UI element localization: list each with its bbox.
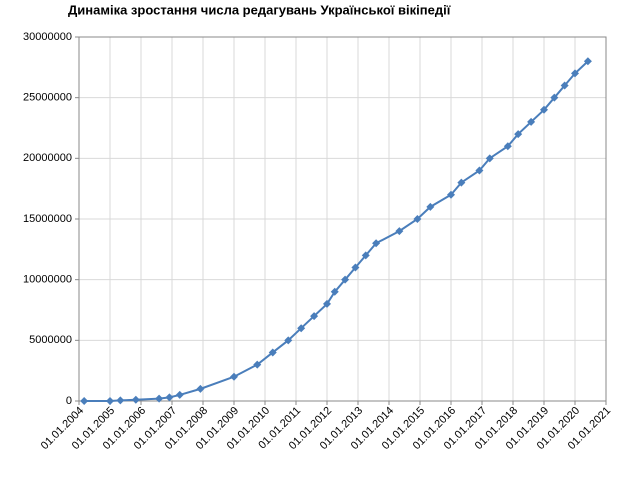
data-point [253,360,262,369]
y-tick-label: 0 [66,395,72,407]
y-tick-label: 25000000 [23,92,72,104]
data-point [475,166,484,175]
data-point [341,275,350,284]
y-tick-label: 20000000 [23,152,72,164]
data-point [447,190,455,199]
data-point [395,227,404,236]
y-tick-label: 15000000 [23,213,72,225]
data-point [426,202,435,211]
data-point [560,81,569,90]
data-point [330,287,339,296]
data-point [514,130,523,139]
data-point [323,299,331,308]
data-point [131,395,140,404]
data-point [372,239,381,248]
data-point [116,396,125,405]
data-point [583,57,592,66]
data-point [527,117,536,126]
y-tick-label: 5000000 [29,334,72,346]
data-point [175,390,184,399]
chart-title: Динаміка зростання числа редагувань Укра… [68,2,451,17]
data-point [351,263,360,272]
plot-border [78,36,607,402]
data-point [540,105,548,114]
series-line [84,60,589,402]
data-point [413,215,422,223]
data-point [230,372,238,381]
data-point [268,348,277,357]
data-point [361,251,370,260]
data-point [196,384,205,393]
data-point [297,324,306,333]
y-tick-label: 10000000 [23,274,72,286]
data-point [80,397,89,405]
data-point [155,394,164,403]
y-tick-label: 30000000 [23,31,72,43]
data-point [165,393,174,402]
data-point [284,336,293,345]
data-point [503,142,512,151]
data-point [106,397,114,405]
data-point [457,178,466,187]
data-point [550,93,559,102]
data-point [310,312,319,321]
data-point [485,154,494,163]
data-point [571,69,579,78]
